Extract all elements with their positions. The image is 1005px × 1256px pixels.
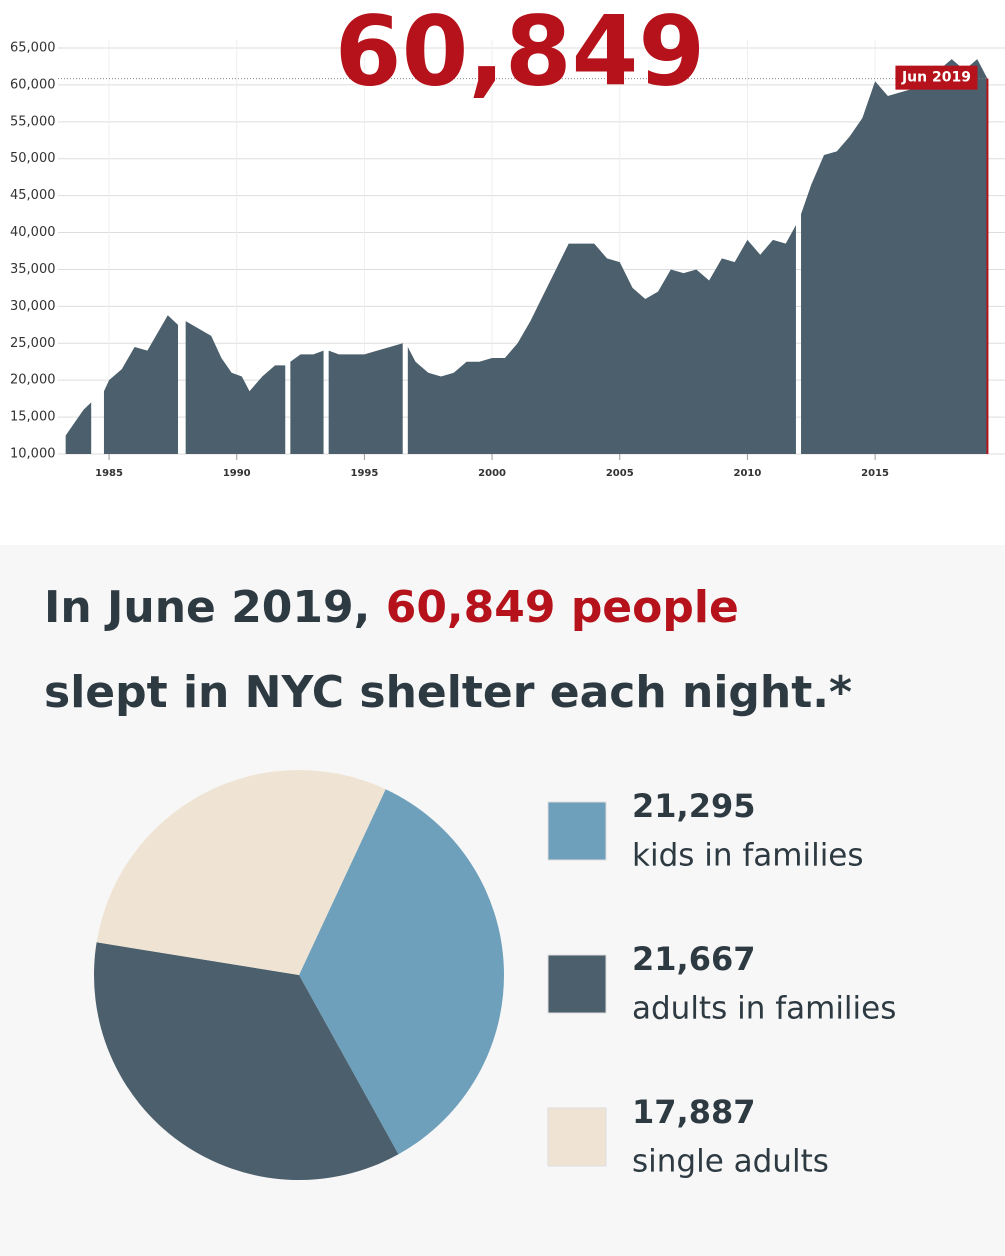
chart-title: 60,849 <box>335 0 705 107</box>
y-tick-label: 15,000 <box>10 410 56 425</box>
y-tick-label: 50,000 <box>10 151 56 166</box>
pie-slice <box>93 942 399 1180</box>
annotation: Jun 2019 <box>901 70 971 86</box>
y-tick-label: 10,000 <box>10 447 56 462</box>
y-tick-label: 45,000 <box>10 188 56 203</box>
y-tick-label: 55,000 <box>10 114 56 129</box>
legend-swatch <box>547 954 607 1014</box>
y-tick-label: 20,000 <box>10 373 56 388</box>
legend-label: single adults <box>632 1144 829 1180</box>
y-tick-label: 65,000 <box>10 41 56 56</box>
y-tick-label: 35,000 <box>10 262 56 277</box>
y-tick-label: 40,000 <box>10 225 56 240</box>
pie-slice <box>299 789 505 1155</box>
x-tick-label: 2015 <box>861 468 889 479</box>
legend-swatch <box>547 1107 607 1167</box>
legend-swatch <box>547 801 607 861</box>
y-tick-label: 25,000 <box>10 336 56 351</box>
legend-label: adults in families <box>632 991 896 1027</box>
annotation-box <box>895 65 978 90</box>
x-tick-label: 2000 <box>478 468 506 479</box>
x-tick-label: 2005 <box>606 468 634 479</box>
legend-value: 21,295 <box>632 787 755 825</box>
area-chart: 10,000 15,000 20,000 25,000 30,000 35,000 40,0… <box>10 40 1005 479</box>
pie-slice <box>96 769 386 975</box>
x-tick-label: 2010 <box>734 468 762 479</box>
headline: In June 2019, 60,849 people <box>44 582 739 633</box>
pie-chart: 21,295 kids in families 21,667 adults in fa… <box>93 769 896 1180</box>
legend-label: kids in families <box>632 838 864 874</box>
headline-after: slept in NYC shelter each night.* <box>44 667 852 718</box>
x-tick-label: 1995 <box>350 468 378 479</box>
legend-value: 17,887 <box>632 1093 755 1131</box>
x-tick-label: 1990 <box>223 468 251 479</box>
legend-value: 21,667 <box>632 940 755 978</box>
y-tick-label: 30,000 <box>10 299 56 314</box>
headline-highlight: 60,849 people <box>386 582 739 633</box>
x-tick-label: 1985 <box>95 468 123 479</box>
y-tick-label: 60,000 <box>10 77 56 92</box>
headline-before: In June 2019, <box>44 582 370 633</box>
area <box>65 59 988 455</box>
